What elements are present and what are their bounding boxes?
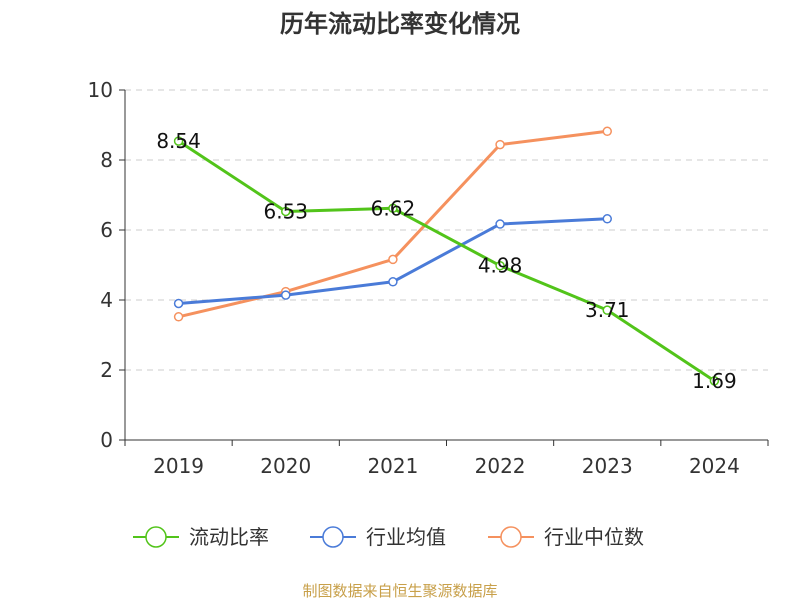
data-point[interactable] <box>602 305 612 315</box>
data-point[interactable] <box>602 126 612 137</box>
series-line <box>178 129 608 319</box>
legend-item[interactable]: 流动比率 <box>133 525 269 549</box>
legend-label: 行业均值 <box>366 525 446 549</box>
data-labels: 8.54 6.53 6.62 4.98 3.71 1.69 <box>156 129 736 393</box>
y-tick-label: 4 <box>100 288 113 312</box>
source-note: 制图数据来自恒生聚源数据库 <box>302 582 497 600</box>
data-point[interactable] <box>173 136 184 146</box>
y-tick-label: 8 <box>100 148 113 172</box>
data-point[interactable] <box>281 290 291 300</box>
data-point[interactable] <box>709 376 720 386</box>
x-tick-label: 2023 <box>582 454 633 478</box>
data-label: 6.62 <box>371 196 416 220</box>
legend-item[interactable]: 行业均值 <box>310 525 446 549</box>
data-label: 1.69 <box>692 369 737 393</box>
data-label: 6.53 <box>263 199 308 223</box>
data-point[interactable] <box>495 260 505 271</box>
legend-marker <box>322 526 344 548</box>
x-tick-label: 2021 <box>367 454 418 478</box>
data-point[interactable] <box>602 214 612 224</box>
y-tick-label: 0 <box>100 428 113 452</box>
data-label: 4.98 <box>478 254 523 278</box>
legend-label: 行业中位数 <box>544 525 644 549</box>
y-tick-label: 6 <box>100 218 113 242</box>
data-point[interactable] <box>173 298 184 309</box>
y-tick-label: 2 <box>100 358 113 382</box>
series-line <box>177 139 716 383</box>
data-point[interactable] <box>388 277 398 287</box>
data-point[interactable] <box>281 206 291 217</box>
data-label: 8.54 <box>156 129 201 153</box>
data-point[interactable] <box>495 139 505 150</box>
axes: 0 2 4 6 8 10 2019 2020 2021 2022 2023 2024 <box>88 78 769 478</box>
series-layer <box>173 126 720 386</box>
x-tick-label: 2024 <box>689 454 740 478</box>
x-tick-label: 2020 <box>260 454 311 478</box>
data-point[interactable] <box>495 219 505 229</box>
x-tick-label: 2022 <box>475 454 526 478</box>
data-point[interactable] <box>388 203 398 214</box>
x-tick-label: 2019 <box>153 454 204 478</box>
data-label: 3.71 <box>585 298 630 322</box>
legend-marker <box>500 526 522 548</box>
legend-marker <box>145 526 167 548</box>
legend-label: 流动比率 <box>189 525 269 549</box>
legend[interactable]: 流动比率 行业均值 行业中位数 <box>133 525 644 549</box>
y-tick-label: 10 <box>88 78 113 102</box>
grid <box>125 89 768 371</box>
chart-title: 历年流动比率变化情况 <box>280 10 520 38</box>
data-point[interactable] <box>173 312 184 322</box>
data-point[interactable] <box>388 254 398 265</box>
legend-item[interactable]: 行业中位数 <box>488 525 644 549</box>
